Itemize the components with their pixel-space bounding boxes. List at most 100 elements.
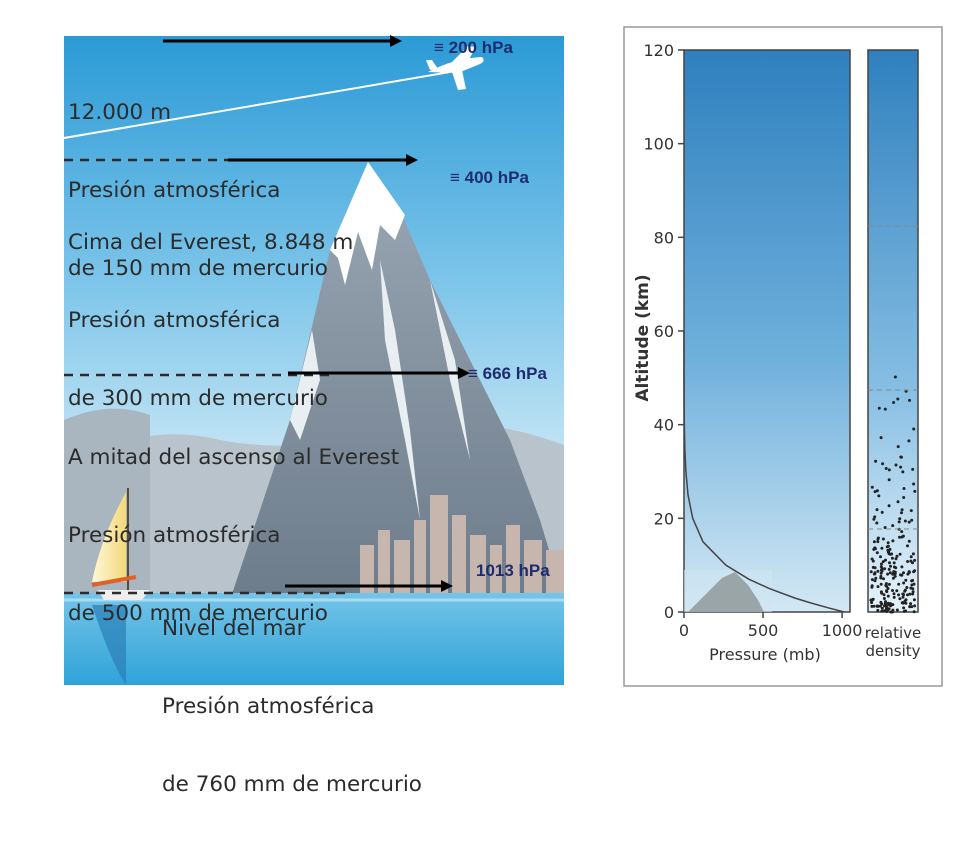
hpa-label-200: ≡ 200 hPa xyxy=(434,38,513,57)
density-dot xyxy=(889,564,892,568)
density-dot xyxy=(873,490,877,494)
density-dot xyxy=(886,587,890,590)
x-axis-ticks: 0 500 1000 xyxy=(679,612,862,640)
density-dot xyxy=(890,556,894,560)
mountain-snow-ridge xyxy=(380,260,420,520)
hpa-label-1013: 1013 hPa xyxy=(476,561,550,580)
density-dot xyxy=(903,519,907,523)
density-dot xyxy=(873,515,877,519)
density-dot xyxy=(879,571,883,575)
density-dot xyxy=(875,521,879,525)
density-dot xyxy=(907,539,911,543)
level-text-line: de 760 mm de mercurio xyxy=(162,772,422,797)
density-dot xyxy=(892,561,896,565)
density-dot xyxy=(876,569,880,573)
density-dot xyxy=(887,567,891,571)
density-dot xyxy=(904,389,908,393)
density-dot xyxy=(882,593,886,597)
density-dot xyxy=(902,571,905,575)
density-dot xyxy=(881,537,885,541)
density-dot xyxy=(872,517,876,521)
level-text-line: de 500 mm de mercurio xyxy=(68,601,328,626)
x-tick-label: 0 xyxy=(679,621,689,640)
density-dot xyxy=(900,535,904,539)
x-tick-label: 500 xyxy=(748,621,779,640)
level-text-line: Presión atmosférica xyxy=(68,178,281,203)
density-dot xyxy=(913,558,917,562)
density-dot xyxy=(906,560,910,563)
density-dot xyxy=(897,582,901,586)
density-dot xyxy=(891,572,895,576)
density-dot xyxy=(869,598,873,602)
y-tick-label: 100 xyxy=(643,135,674,154)
density-dot xyxy=(891,608,895,612)
density-dot xyxy=(909,555,913,559)
level-text-line: Presión atmosférica xyxy=(162,694,375,719)
level-everest-label: Cima del Everest, 8.848 m Presión atmosf… xyxy=(68,178,353,464)
density-dot xyxy=(888,571,892,575)
density-dot xyxy=(904,609,908,613)
density-label-line1: relative xyxy=(865,624,922,642)
density-dot xyxy=(902,496,906,499)
density-dot xyxy=(905,586,909,589)
density-dot xyxy=(912,610,916,614)
density-dot xyxy=(913,569,917,573)
density-dot xyxy=(876,585,880,589)
density-dot xyxy=(886,594,890,598)
density-dot xyxy=(887,478,891,482)
density-dot xyxy=(880,510,884,514)
density-dot xyxy=(900,508,904,512)
density-dot xyxy=(889,604,893,608)
density-dot xyxy=(903,589,907,593)
density-dot xyxy=(901,592,905,596)
density-dot xyxy=(876,540,880,544)
density-dot xyxy=(898,517,902,521)
density-dot xyxy=(892,595,896,599)
y-axis-ticks: 0 20 40 60 80 100 120 xyxy=(643,41,684,622)
density-dot xyxy=(882,597,886,600)
level-text-line: de 300 mm de mercurio xyxy=(68,386,328,411)
density-dot xyxy=(887,582,891,586)
density-dot xyxy=(887,468,891,472)
density-dot xyxy=(901,595,905,599)
density-dot xyxy=(889,610,893,614)
density-dot xyxy=(875,508,879,512)
density-dot xyxy=(886,544,890,548)
density-dot xyxy=(876,608,880,612)
density-dot xyxy=(902,487,906,490)
density-dot xyxy=(880,609,884,613)
pressure-arrows xyxy=(163,39,460,588)
density-dot xyxy=(911,467,915,471)
density-dot xyxy=(894,463,898,467)
density-dot xyxy=(869,570,873,574)
density-dot xyxy=(901,470,905,474)
density-dot xyxy=(879,436,883,440)
y-axis-label: Altitude (km) xyxy=(633,274,653,401)
density-dot xyxy=(886,572,890,576)
density-dot xyxy=(891,589,894,592)
density-dot xyxy=(872,540,876,544)
density-dot xyxy=(890,552,894,556)
density-dot xyxy=(909,509,913,513)
density-dot xyxy=(879,582,883,586)
density-dot xyxy=(877,406,881,410)
density-dot xyxy=(870,578,874,582)
density-dot xyxy=(896,397,900,401)
density-dot xyxy=(904,578,908,582)
density-dot xyxy=(883,567,887,571)
density-dot xyxy=(870,584,874,588)
density-dot xyxy=(902,581,906,585)
density-dot xyxy=(893,574,897,578)
density-dot xyxy=(904,598,908,602)
arrow-heads xyxy=(390,35,470,592)
density-dot xyxy=(891,576,895,580)
density-dot xyxy=(872,547,876,551)
sea xyxy=(64,593,564,685)
density-dot xyxy=(880,567,884,570)
density-dot xyxy=(911,587,915,591)
density-dot xyxy=(878,604,882,608)
x-axis-label: Pressure (mb) xyxy=(709,645,821,664)
level-text-line: Presión atmosférica xyxy=(68,308,281,333)
density-label-line2: density xyxy=(866,642,921,660)
density-dot xyxy=(899,465,903,469)
